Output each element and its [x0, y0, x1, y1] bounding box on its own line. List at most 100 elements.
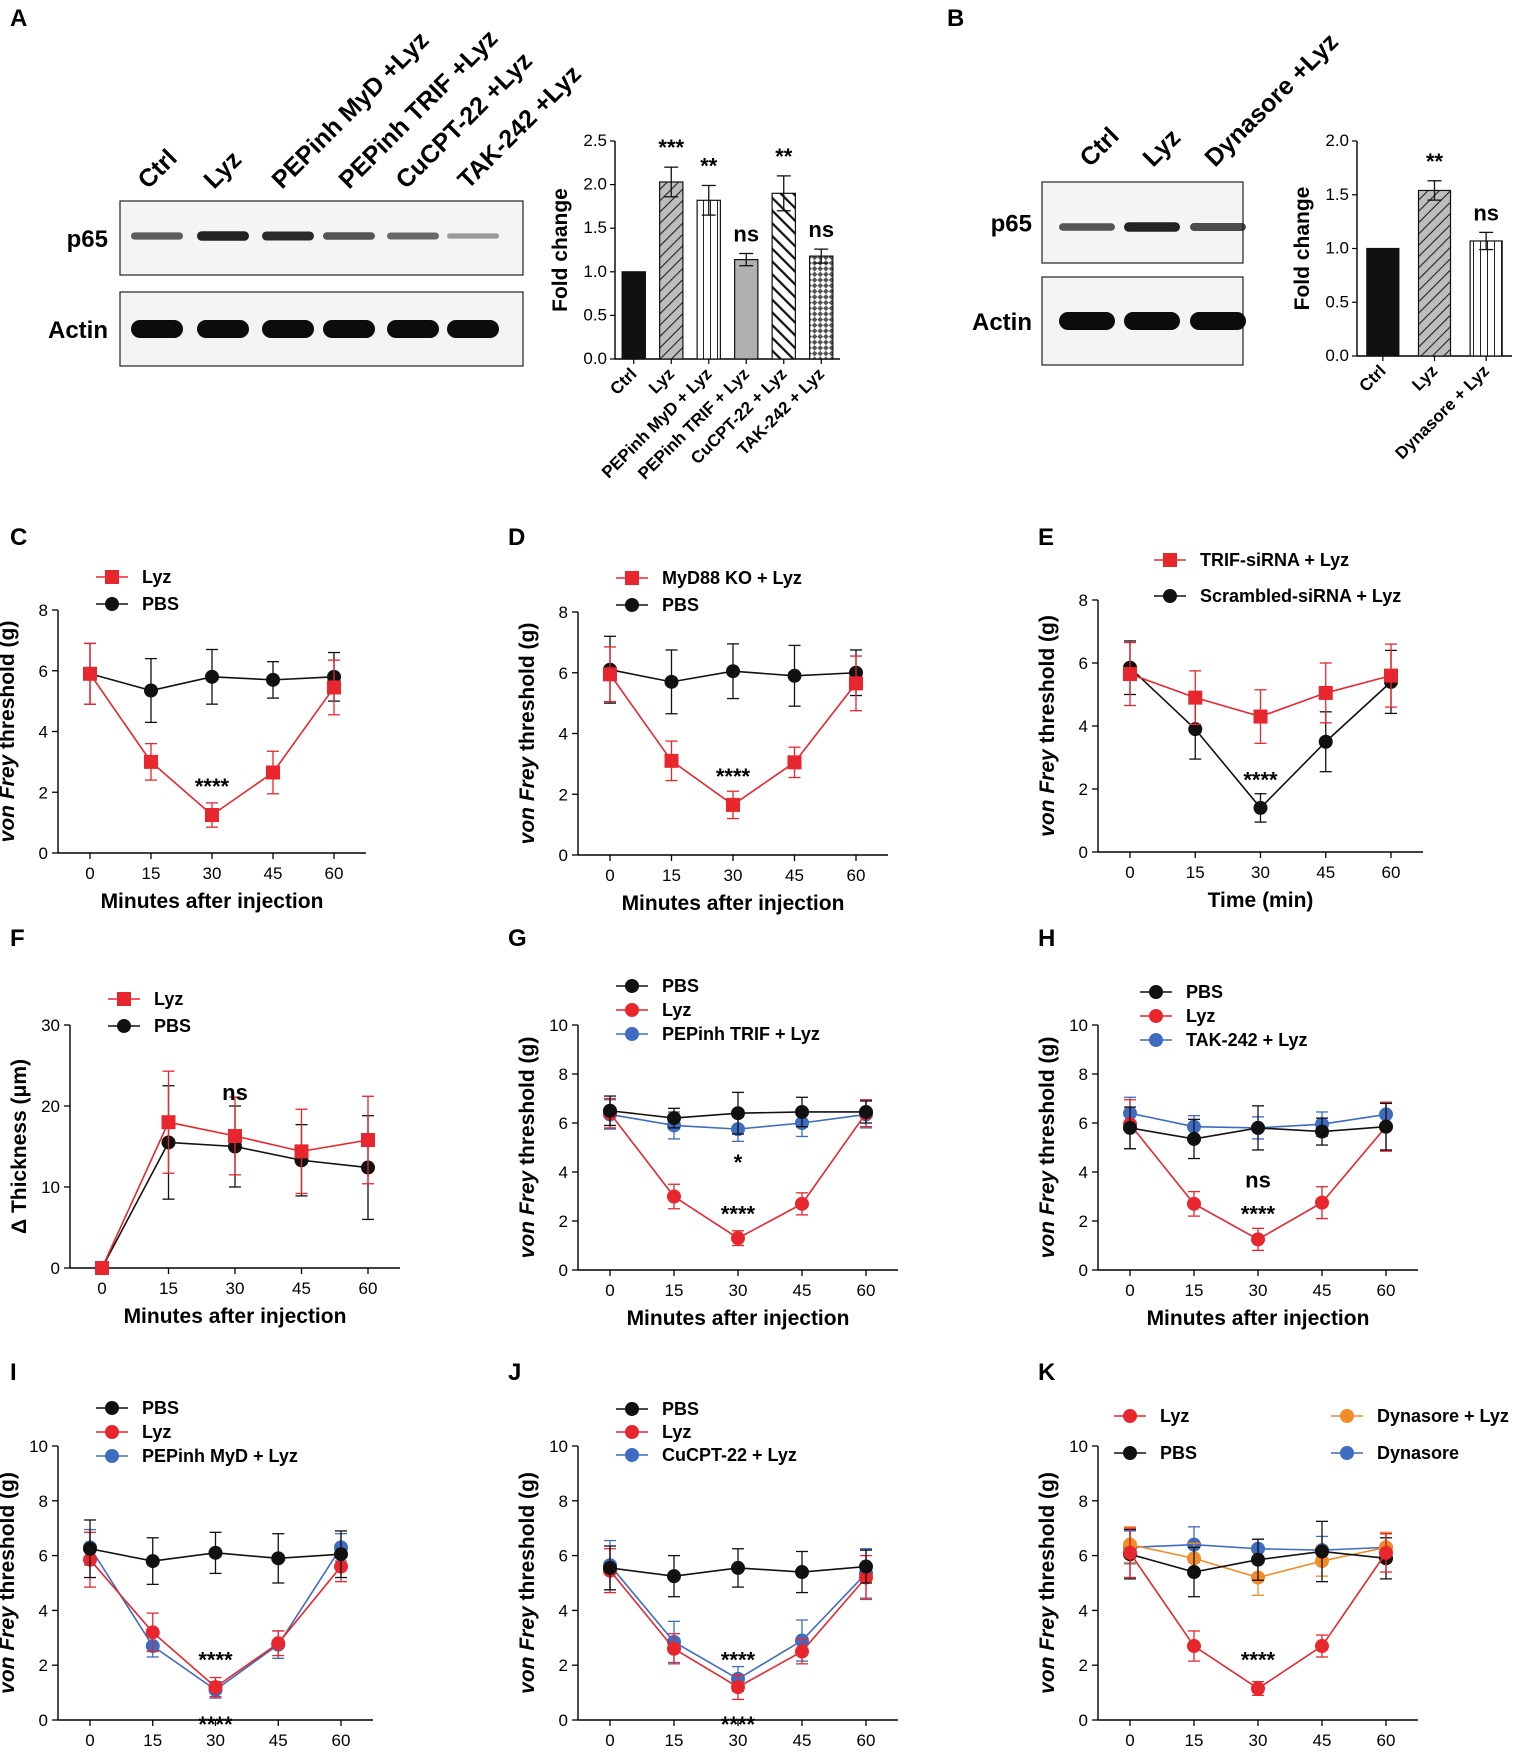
y-axis-label-part: von	[1036, 1651, 1059, 1694]
y-axis-label-part: Δ Thickness (μm)	[8, 1059, 31, 1234]
data-point	[603, 1560, 617, 1575]
y-tick-label: 2	[559, 785, 568, 804]
actin-band	[262, 320, 314, 338]
legend-marker	[1149, 1033, 1163, 1047]
x-axis-label: Minutes after injection	[101, 890, 324, 913]
row-label-p65: p65	[991, 211, 1032, 238]
y-axis-label: von Frey threshold (g)	[516, 1037, 539, 1259]
p65-band	[1190, 223, 1246, 231]
y-tick-label: 2	[39, 1656, 48, 1675]
p65-band	[262, 231, 314, 241]
y-axis-label-part: Frey	[516, 1169, 539, 1215]
legend: MyD88 KO + Lyz PBS	[616, 568, 802, 615]
y-tick-label: 8	[559, 1492, 568, 1511]
x-tick-label: Lyz	[1408, 361, 1441, 394]
data-point	[228, 1128, 242, 1143]
data-point	[1379, 1119, 1393, 1134]
x-tick-label: 30	[226, 1279, 245, 1298]
x-tick-label: 30	[724, 866, 743, 885]
data-point	[787, 755, 802, 770]
legend-label: TAK-242 + Lyz	[1186, 1030, 1308, 1050]
data-point	[795, 1104, 809, 1119]
y-tick-label: 6	[39, 1547, 48, 1566]
bar	[1417, 189, 1452, 357]
x-tick-label: 0	[605, 1281, 614, 1300]
significance-label: **	[1426, 149, 1444, 174]
data-point	[266, 672, 280, 687]
bar	[1469, 240, 1503, 357]
lane-label: Lyz	[198, 146, 247, 195]
line-chart-h: 0 2 4 6 8 10 0 15 30 45 60 Minutes after injection v…	[1036, 982, 1418, 1330]
x-tick-label: 0	[605, 1731, 614, 1750]
data-point	[795, 1196, 809, 1211]
data-point	[1318, 685, 1333, 700]
legend-label: PEPinh TRIF + Lyz	[662, 1024, 820, 1044]
data-point	[787, 668, 802, 683]
data-point	[208, 1545, 223, 1560]
data-point	[731, 1106, 745, 1121]
x-tick-label: 60	[857, 1281, 876, 1300]
y-tick-label: 0	[559, 846, 568, 865]
legend-label: Lyz	[142, 1422, 171, 1442]
panel-letter-g: G	[508, 925, 527, 952]
legend-marker	[625, 1027, 639, 1041]
x-tick-label: 45	[1313, 1731, 1332, 1750]
y-axis-label-part: Frey	[0, 1605, 19, 1651]
y-tick-label: 2	[1079, 780, 1088, 799]
bar-chart-b: 0.0 0.5 1.0 1.5 2.0 Fold change Ctrl ** Lyz ns Dyn…	[1291, 131, 1512, 463]
y-tick-label: 1.5	[583, 218, 607, 237]
legend-label: PBS	[1186, 982, 1223, 1002]
x-tick-label: 15	[665, 1731, 684, 1750]
legend-label: Dynasore + Lyz	[1377, 1406, 1509, 1426]
legend-label: PBS	[154, 1016, 191, 1036]
y-tick-label: 1.0	[583, 262, 607, 281]
series-trif-sirna-lyz	[1123, 641, 1398, 744]
y-tick-label: 8	[39, 601, 48, 620]
data-point	[208, 1680, 223, 1695]
legend-label: Scrambled-siRNA + Lyz	[1200, 586, 1401, 606]
legend-marker	[1149, 985, 1163, 999]
y-axis-label: von Frey threshold (g)	[516, 1472, 539, 1694]
x-tick-label: 60	[1377, 1281, 1396, 1300]
legend-marker	[105, 1401, 119, 1415]
y-axis-label-part: threshold (g)	[1036, 1472, 1059, 1606]
row-label-p65: p65	[67, 226, 108, 253]
significance-label: ****	[721, 1648, 756, 1673]
y-tick-label: 2	[39, 783, 48, 802]
y-axis-label: Fold change	[549, 188, 572, 312]
actin-band	[1059, 312, 1115, 330]
x-tick-label: 60	[847, 866, 866, 885]
legend-label: Lyz	[662, 1000, 691, 1020]
data-point	[1187, 1639, 1201, 1654]
legend-marker	[625, 571, 639, 585]
legend-label: PBS	[142, 1398, 179, 1418]
y-axis-label-part: Frey	[1036, 748, 1059, 794]
y-axis-label-part: von	[516, 1215, 539, 1258]
data-point	[667, 1189, 681, 1204]
data-point	[145, 1554, 160, 1569]
legend-label: Lyz	[154, 989, 183, 1009]
data-point	[1384, 668, 1398, 683]
data-point	[1123, 1120, 1137, 1135]
bar	[771, 192, 796, 360]
bar	[734, 258, 759, 360]
p65-band	[1059, 223, 1115, 231]
data-point	[1123, 1545, 1137, 1560]
legend: PBS Lyz PEPinh TRIF + Lyz	[616, 976, 820, 1044]
y-tick-label: 10	[549, 1016, 568, 1035]
data-point	[1251, 1681, 1265, 1696]
x-tick-label: Dynasore + Lyz	[1391, 361, 1493, 463]
data-point	[95, 1261, 109, 1275]
y-tick-label: 2.5	[583, 131, 607, 150]
data-point	[1187, 1565, 1201, 1580]
x-tick-label: 60	[332, 1731, 351, 1750]
y-axis-label-part: Frey	[1036, 1605, 1059, 1651]
panel-letter-j: J	[508, 1359, 521, 1386]
data-point	[271, 1636, 286, 1651]
y-tick-label: 6	[559, 1114, 568, 1133]
legend-marker	[117, 1019, 131, 1033]
x-tick-label: 60	[1382, 863, 1401, 882]
